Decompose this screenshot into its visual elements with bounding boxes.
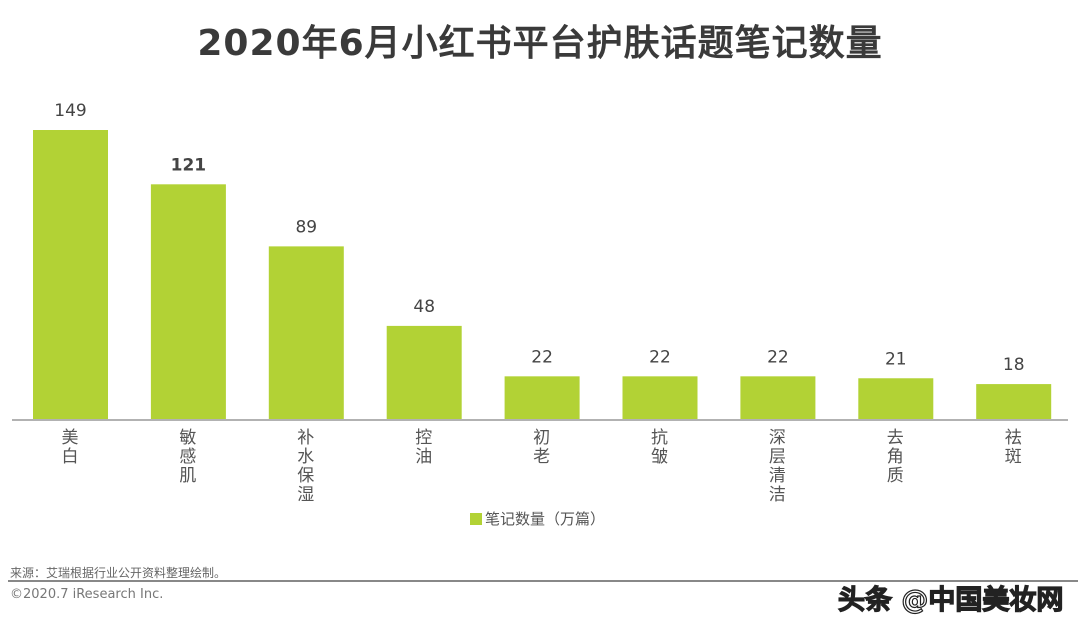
copyright: ©2020.7 iResearch Inc. (10, 587, 164, 602)
bar (150, 184, 226, 419)
legend-label: 笔记数量（万篇） (485, 510, 606, 528)
data-label: 18 (1003, 355, 1025, 375)
data-label: 121 (171, 155, 207, 175)
legend: 笔记数量（万篇） (470, 508, 605, 529)
bar (858, 378, 934, 419)
data-label: 89 (295, 217, 317, 237)
bar (740, 376, 816, 419)
x-tick-label: 美白 (62, 428, 79, 467)
data-label: 149 (54, 101, 86, 121)
x-tick-label: 控油 (415, 428, 432, 467)
bar (386, 325, 462, 419)
footer-divider (8, 580, 1078, 582)
bar (33, 130, 108, 419)
x-tick-label: 去角质 (887, 428, 904, 486)
data-label: 48 (413, 297, 435, 317)
x-tick-label: 祛斑 (1005, 428, 1022, 467)
x-tick-label: 补水保湿 (297, 428, 314, 505)
legend-swatch (470, 512, 482, 525)
data-label: 22 (649, 347, 671, 367)
watermark: 头条 @中国美妆网 (837, 584, 1064, 616)
bar (622, 376, 698, 419)
bar (976, 384, 1052, 419)
data-label: 22 (531, 347, 553, 367)
x-tick-label: 深层清洁 (769, 428, 786, 505)
x-tick-label: 抗皱 (651, 428, 668, 467)
data-label: 22 (767, 347, 789, 367)
chart-title: 2020年6月小红书平台护肤话题笔记数量 (197, 23, 883, 64)
x-tick-label: 敏感肌 (179, 428, 196, 486)
x-tick-label: 初老 (533, 428, 550, 467)
source-note: 来源：艾瑞根据行业公开资料整理绘制。 (10, 566, 227, 580)
bar (268, 246, 344, 419)
data-label: 21 (885, 349, 907, 369)
bar (504, 376, 580, 419)
